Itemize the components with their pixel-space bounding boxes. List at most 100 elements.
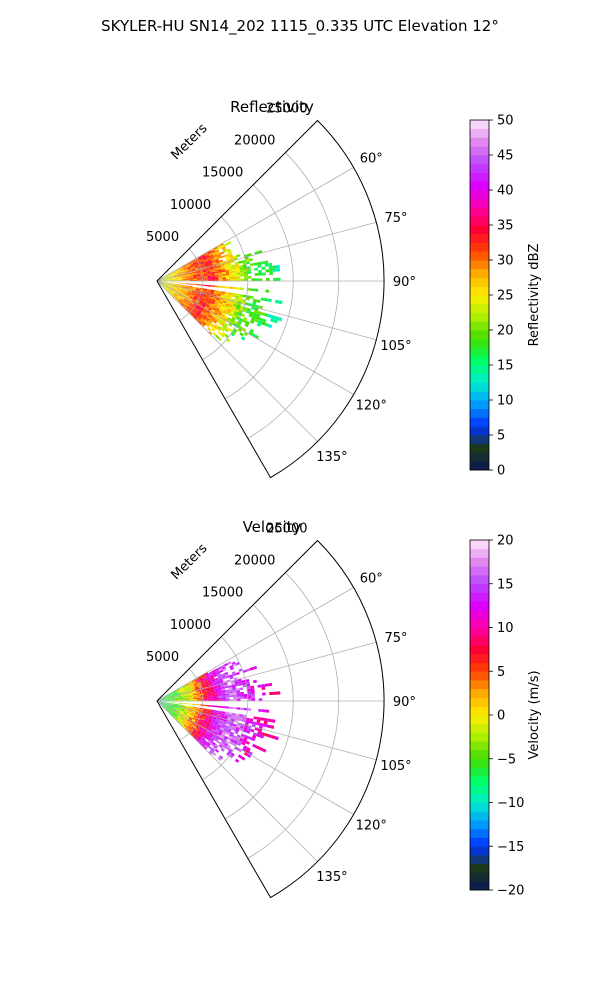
echo-gate xyxy=(223,682,228,685)
echo-gate xyxy=(183,688,188,691)
echo-gate xyxy=(229,273,234,276)
echo-gate xyxy=(203,708,208,711)
echo-gate xyxy=(200,299,204,302)
echo-gate xyxy=(235,267,240,271)
echo-gate xyxy=(201,265,206,268)
echo-gate xyxy=(206,268,211,271)
echo-gate xyxy=(175,279,179,281)
echo-gate xyxy=(159,283,163,286)
echo-gate xyxy=(223,737,228,741)
echo-gate xyxy=(219,742,225,747)
echo-gate xyxy=(201,264,206,267)
echo-gate xyxy=(183,719,187,723)
echo-gate xyxy=(189,722,194,726)
azimuth-grid-line xyxy=(156,641,377,702)
echo-gate xyxy=(201,742,206,747)
echo-gate xyxy=(211,696,216,699)
echo-gate xyxy=(227,716,232,719)
echo-gate xyxy=(245,678,250,683)
echo-gate xyxy=(224,727,229,731)
echo-gate xyxy=(166,274,170,277)
echo-gate xyxy=(168,289,172,292)
echo-gate xyxy=(173,273,178,275)
echo-gate xyxy=(181,706,186,708)
echo-gate xyxy=(169,287,174,290)
echo-gate xyxy=(241,679,246,683)
echo-gate xyxy=(180,269,184,272)
echo-gate xyxy=(181,704,186,707)
azimuth-grid-line xyxy=(156,280,318,442)
echo-gate xyxy=(182,277,186,280)
echo-gate xyxy=(214,285,219,288)
echo-gate xyxy=(171,284,175,286)
echo-gate xyxy=(206,255,211,259)
echo-gate xyxy=(209,724,214,728)
echo-gate xyxy=(196,273,201,275)
echo-gate xyxy=(213,686,218,689)
echo-gate xyxy=(166,274,171,277)
echo-gate xyxy=(264,260,269,264)
echo-gate xyxy=(180,290,184,293)
echo-gate xyxy=(184,298,188,301)
echo-gate xyxy=(252,301,257,305)
echo-gate xyxy=(228,304,233,308)
echo-gate xyxy=(218,668,223,672)
echo-gate xyxy=(199,259,204,262)
echo-gate xyxy=(165,708,169,711)
echo-gate xyxy=(201,296,205,300)
echo-gate xyxy=(202,710,207,713)
echo-gate xyxy=(251,734,257,739)
echo-gate xyxy=(241,327,247,332)
echo-gate xyxy=(195,307,199,311)
echo-gate xyxy=(167,703,172,705)
echo-gate xyxy=(191,732,195,737)
echo-gate xyxy=(174,273,178,276)
echo-gate xyxy=(203,274,208,277)
colorbar-cell xyxy=(470,172,489,182)
echo-gate xyxy=(235,293,240,297)
echo-gate xyxy=(214,748,220,753)
echo-gate xyxy=(180,722,184,727)
echo-gate xyxy=(224,685,229,689)
colorbar-cell xyxy=(470,163,489,173)
echo-gate xyxy=(169,707,174,710)
echo-gate xyxy=(217,293,221,297)
colorbar-cell xyxy=(470,321,489,331)
echo-gate xyxy=(268,265,273,270)
echo-gate xyxy=(185,694,190,696)
colorbar-cell xyxy=(470,846,489,856)
echo-gate xyxy=(209,265,214,269)
echo-gate xyxy=(240,756,246,761)
echo-gate xyxy=(204,682,209,686)
colorbar-tick-label: −5 xyxy=(497,752,516,767)
echo-gate xyxy=(186,699,190,701)
echo-gate xyxy=(182,696,186,698)
echo-gate xyxy=(193,295,198,298)
echo-gate xyxy=(232,303,238,307)
echo-gate xyxy=(194,265,199,268)
echo-gate xyxy=(192,310,197,315)
echo-gate xyxy=(164,699,168,701)
echo-gate xyxy=(181,284,186,287)
echo-gate xyxy=(220,740,226,745)
echo-gate xyxy=(221,268,226,271)
echo-gate xyxy=(178,699,183,701)
echo-gate xyxy=(185,273,189,275)
colorbar-cell xyxy=(470,811,489,821)
echo-gate xyxy=(177,295,181,299)
echo-gate xyxy=(223,728,228,733)
echo-gate xyxy=(184,690,189,693)
echo-gate xyxy=(212,683,217,686)
echo-gate xyxy=(184,290,188,293)
echo-gate xyxy=(229,733,234,737)
echo-gate xyxy=(240,274,245,277)
echo-gate xyxy=(211,720,216,724)
echo-gate xyxy=(220,296,225,299)
echo-gate xyxy=(222,273,226,276)
echo-gate xyxy=(218,302,223,306)
echo-gate xyxy=(249,263,254,267)
echo-gate xyxy=(199,720,204,723)
echo-gate xyxy=(189,697,194,699)
echo-gate xyxy=(216,296,221,300)
echo-gate xyxy=(186,266,191,269)
